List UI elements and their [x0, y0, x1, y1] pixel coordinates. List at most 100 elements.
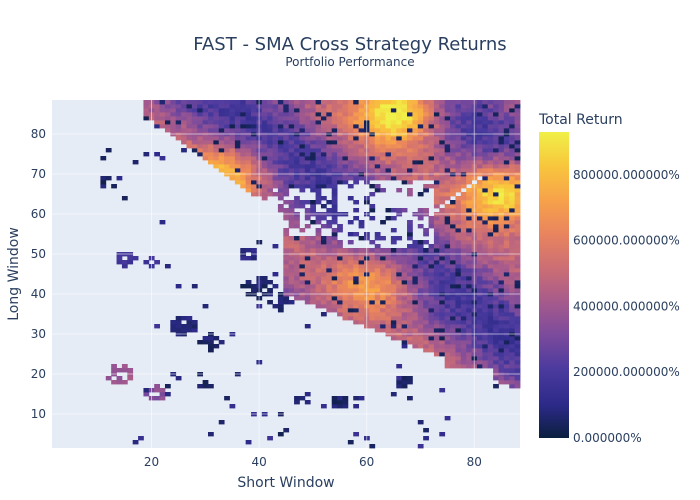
heatmap-cell	[439, 244, 446, 249]
heatmap-cell	[288, 256, 295, 261]
heatmap-cell	[337, 268, 343, 273]
heatmap-cell	[342, 308, 349, 313]
heatmap-cell	[304, 264, 311, 269]
heatmap-cell	[320, 104, 327, 109]
heatmap-cell	[466, 164, 472, 169]
heatmap-cell	[347, 120, 354, 125]
heatmap-cell	[267, 104, 273, 109]
heatmap-cell	[208, 112, 214, 117]
heatmap-cell	[487, 300, 494, 305]
heatmap-cell	[493, 384, 499, 389]
heatmap-cell	[358, 300, 365, 305]
heatmap-cell	[170, 120, 177, 125]
heatmap-cell	[423, 104, 429, 109]
heatmap-cell	[455, 204, 462, 209]
heatmap-cell	[390, 176, 397, 181]
heatmap-cell	[482, 128, 489, 133]
heatmap-cell	[487, 224, 494, 229]
heatmap-cell	[251, 156, 257, 161]
heatmap-cell	[444, 336, 451, 341]
heatmap-cell	[444, 124, 451, 129]
heatmap-cell	[320, 276, 327, 281]
heatmap-cell	[218, 160, 225, 165]
heatmap-cell	[245, 120, 252, 125]
heatmap-cell	[320, 404, 327, 409]
heatmap-cell	[240, 284, 247, 289]
heatmap-cell	[277, 164, 284, 169]
heatmap-cell	[466, 200, 472, 205]
heatmap-cell	[407, 188, 413, 193]
heatmap-cell	[353, 312, 360, 317]
heatmap-cell	[487, 284, 494, 289]
heatmap-cell	[208, 156, 214, 161]
heatmap-cell	[433, 196, 440, 201]
heatmap-cell	[509, 228, 516, 233]
heatmap-cell	[186, 316, 193, 321]
heatmap-cell	[331, 136, 338, 141]
heatmap-cell	[299, 248, 306, 253]
heatmap-cell	[229, 156, 236, 161]
heatmap-cell	[514, 376, 521, 381]
heatmap-cell	[439, 220, 446, 225]
heatmap-cell	[466, 284, 472, 289]
heatmap-cell	[347, 152, 354, 157]
heatmap-cell	[476, 316, 483, 321]
heatmap-cell	[498, 248, 505, 253]
heatmap-cell	[240, 152, 247, 157]
heatmap-cell	[267, 152, 273, 157]
heatmap-cell	[299, 180, 306, 185]
heatmap-cell	[509, 168, 516, 173]
heatmap-cell	[353, 164, 360, 169]
heatmap-cell	[417, 336, 424, 341]
heatmap-cell	[369, 248, 376, 253]
heatmap-cell	[509, 384, 516, 389]
heatmap-cell	[407, 168, 413, 173]
heatmap-cell	[111, 368, 117, 373]
heatmap-cell	[466, 352, 472, 357]
heatmap-cell	[417, 300, 424, 305]
heatmap-cell	[186, 136, 193, 141]
heatmap-cell	[460, 104, 467, 109]
heatmap-cell	[476, 224, 483, 229]
heatmap-cell	[396, 168, 403, 173]
heatmap-cell	[423, 164, 429, 169]
heatmap-cell	[455, 304, 462, 309]
heatmap-cell	[466, 128, 472, 133]
heatmap-cell	[358, 124, 365, 129]
heatmap-cell	[218, 124, 225, 129]
heatmap-cell	[374, 100, 381, 105]
heatmap-cell	[444, 340, 451, 345]
heatmap-cell	[396, 116, 403, 121]
heatmap-cell	[455, 324, 462, 329]
heatmap-cell	[218, 112, 225, 117]
heatmap-cell	[143, 108, 150, 113]
heatmap-cell	[191, 128, 198, 133]
heatmap-cell	[197, 108, 204, 113]
heatmap-cell	[390, 148, 397, 153]
heatmap-cell	[498, 380, 505, 385]
heatmap-cell	[503, 120, 510, 125]
heatmap-cell	[503, 268, 510, 273]
heatmap-cell	[154, 108, 160, 113]
heatmap-cell	[439, 248, 446, 253]
heatmap-cell	[267, 164, 273, 169]
heatmap-cell	[369, 284, 376, 289]
heatmap-cell	[181, 108, 187, 113]
heatmap-cell	[396, 248, 403, 253]
heatmap-cell	[450, 116, 456, 121]
heatmap-cell	[396, 380, 403, 385]
heatmap-cell	[294, 236, 300, 241]
heatmap-cell	[401, 160, 408, 165]
heatmap-cell	[288, 156, 295, 161]
heatmap-cell	[353, 100, 360, 105]
heatmap-cell	[191, 104, 198, 109]
heatmap-cell	[503, 104, 510, 109]
heatmap-cell	[390, 140, 397, 145]
heatmap-cell	[100, 156, 107, 161]
heatmap-cell	[439, 260, 446, 265]
heatmap-cell	[487, 128, 494, 133]
heatmap-cell	[320, 280, 327, 285]
heatmap-cell	[229, 128, 236, 133]
heatmap-cell	[493, 236, 499, 241]
heatmap-cell	[450, 128, 456, 133]
